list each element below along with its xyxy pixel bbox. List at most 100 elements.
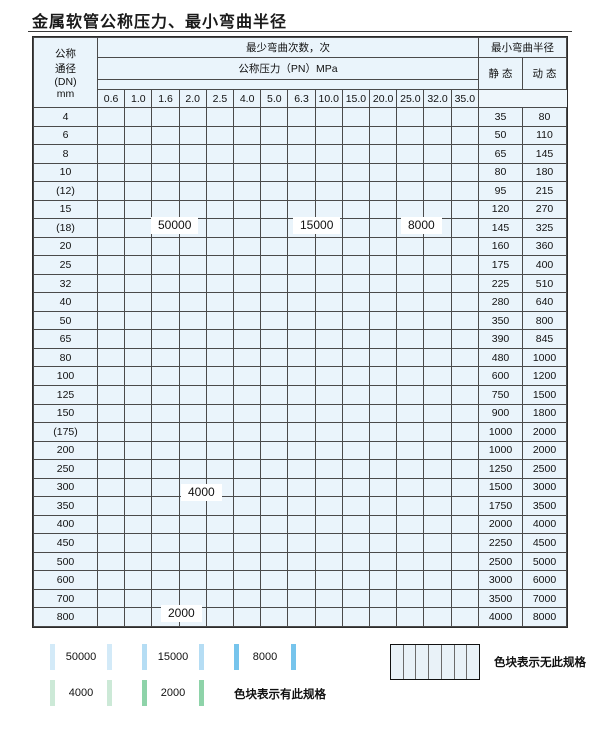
static-radius: 120 [478, 199, 523, 220]
spec-cell [260, 514, 289, 535]
spec-cell [260, 477, 289, 498]
dn-value: 10 [33, 162, 98, 183]
spec-cell [233, 570, 262, 590]
spec-cell [341, 366, 371, 386]
static-radius: 600 [478, 366, 523, 386]
spec-cell [260, 570, 289, 590]
spec-cell [396, 181, 425, 201]
dn-value: 6 [33, 125, 98, 146]
spec-cell [260, 292, 289, 312]
spec-cell [178, 236, 207, 257]
table-row: 4 35 80 [33, 107, 567, 127]
spec-cell [260, 255, 289, 275]
spec-cell [96, 162, 126, 183]
dn-value: (12) [33, 181, 98, 201]
spec-cell [287, 329, 316, 349]
table-row: 32 225 510 [33, 273, 567, 294]
spec-cell [151, 144, 180, 164]
spec-cell [450, 273, 480, 294]
spec-cell [124, 514, 153, 535]
spec-cell [287, 162, 316, 183]
table-row: 400 2000 4000 [33, 514, 567, 535]
dn-value: 4 [33, 107, 98, 127]
spec-cell [369, 403, 398, 424]
spec-cell [124, 347, 153, 368]
spec-cell [205, 273, 235, 294]
spec-cell [287, 607, 316, 627]
pressure-col-1: 1.0 [124, 89, 153, 108]
legend-swatch-label: 2000 [147, 680, 199, 706]
spec-cell [151, 496, 180, 516]
spec-cell [96, 181, 126, 201]
spec-cell [151, 459, 180, 479]
spec-cell [423, 570, 452, 590]
dn-value: 20 [33, 236, 98, 257]
spec-cell [233, 403, 262, 424]
dn-value: 125 [33, 384, 98, 405]
static-radius: 95 [478, 181, 523, 201]
spec-cell [314, 459, 343, 479]
spec-cell [205, 607, 235, 627]
spec-cell [151, 366, 180, 386]
pressure-col-9: 15.0 [341, 89, 371, 108]
spec-cell [369, 255, 398, 275]
spec-cell [124, 218, 153, 238]
spec-cell [124, 273, 153, 294]
spec-cell [450, 236, 480, 257]
pressure-col-3: 2.0 [178, 89, 207, 108]
spec-cell [341, 310, 371, 331]
legend: 50000 15000 8000 4000 2000 色块表示有此规格 色块表示无此规格 [32, 638, 586, 733]
spec-cell [423, 533, 452, 553]
dynamic-radius: 1200 [522, 366, 567, 386]
header-row-3 [34, 79, 567, 90]
spec-cell [96, 366, 126, 386]
table-row: 600 3000 6000 [33, 570, 567, 590]
spec-cell [369, 347, 398, 368]
table-row: 450 2250 4500 [33, 533, 567, 553]
dynamic-radius: 180 [522, 162, 567, 183]
static-radius: 65 [478, 144, 523, 164]
spec-cell [96, 199, 126, 220]
no-spec-swatch [390, 644, 480, 680]
dynamic-header: 动 态 [522, 57, 567, 90]
spec-cell [96, 403, 126, 424]
spec-cell [369, 292, 398, 312]
spec-cell [205, 347, 235, 368]
stripe [429, 645, 442, 679]
pressure-col-2: 1.6 [151, 89, 180, 108]
spec-cell [96, 496, 126, 516]
spec-cell [287, 570, 316, 590]
spec-cell [233, 162, 262, 183]
spec-cell [287, 181, 316, 201]
spec-cell [151, 273, 180, 294]
static-radius: 1000 [478, 422, 523, 442]
table-row: 250 1250 2500 [33, 459, 567, 479]
spec-cell [423, 496, 452, 516]
spec-cell [233, 199, 262, 220]
spec-cell [423, 255, 452, 275]
static-radius: 145 [478, 218, 523, 238]
static-radius: 1250 [478, 459, 523, 479]
spec-cell [205, 329, 235, 349]
dynamic-radius: 3500 [522, 496, 567, 516]
spec-cell [124, 384, 153, 405]
table-row: 125 750 1500 [33, 384, 567, 405]
pressure-col-0: 0.6 [96, 89, 126, 108]
table-row: 150 900 1800 [33, 403, 567, 424]
spec-cell [341, 588, 371, 609]
spec-cell [205, 199, 235, 220]
static-radius: 3000 [478, 570, 523, 590]
spec-cell [233, 514, 262, 535]
spec-cell [124, 329, 153, 349]
spec-cell [260, 144, 289, 164]
min-radius-header: 最小弯曲半径 [478, 37, 567, 58]
spec-cell [369, 199, 398, 220]
spec-cell [450, 255, 480, 275]
spec-cell [396, 273, 425, 294]
spec-cell [96, 422, 126, 442]
spec-cell [124, 607, 153, 627]
spec-cell [96, 273, 126, 294]
spec-cell [233, 588, 262, 609]
spec-cell [205, 533, 235, 553]
spec-cell [233, 496, 262, 516]
